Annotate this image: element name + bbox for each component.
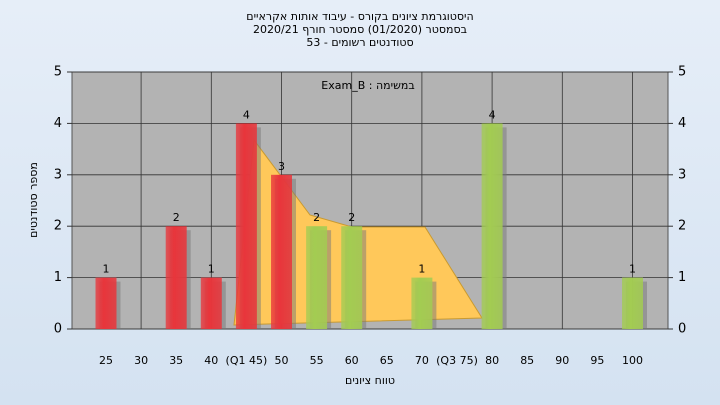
- x-tick-label: 85: [520, 354, 534, 367]
- y2-tick-label: 0: [678, 322, 686, 337]
- bar: [165, 226, 187, 329]
- annotation: במשימה : Exam_B: [321, 79, 414, 92]
- x-tick-label: 80: [485, 354, 499, 367]
- y2-tick-label: 4: [678, 116, 686, 131]
- x-tick-label: 40: [204, 354, 218, 367]
- x-tick-label: 70: [415, 354, 429, 367]
- y-tick-label: 0: [54, 322, 62, 337]
- y-tick-label: 4: [54, 116, 62, 131]
- y2-tick-label: 1: [678, 270, 686, 285]
- y-tick-label: 2: [54, 219, 62, 234]
- x-axis-label: טווח ציונים: [345, 374, 395, 387]
- value-label: 4: [243, 108, 250, 121]
- bar: [271, 174, 292, 329]
- value-label: 1: [208, 263, 215, 276]
- x-tick-label: (Q3 75): [436, 354, 478, 367]
- value-label: 2: [313, 211, 320, 224]
- bar: [622, 277, 643, 329]
- bar: [306, 226, 328, 329]
- x-tick-label: 55: [310, 354, 324, 367]
- y2-tick-label: 5: [678, 65, 686, 80]
- value-label: 3: [278, 160, 285, 173]
- x-tick-label: 65: [380, 354, 394, 367]
- y-tick-label: 5: [54, 65, 62, 80]
- y-tick-label: 3: [54, 167, 62, 182]
- value-label: 4: [489, 108, 496, 121]
- x-tick-label: 90: [555, 354, 569, 367]
- bar: [95, 277, 117, 329]
- y2-tick-label: 3: [678, 167, 686, 182]
- x-tick-label: (Q1 45): [226, 354, 268, 367]
- bar: [341, 226, 363, 329]
- value-label: 1: [629, 263, 636, 276]
- value-label: 1: [103, 263, 110, 276]
- bar: [411, 277, 433, 329]
- bar: [200, 277, 222, 329]
- bar: [481, 123, 503, 330]
- value-label: 2: [348, 211, 355, 224]
- chart-subtitle: סטודנטים רשומים - 53: [306, 36, 413, 49]
- y2-tick-label: 2: [678, 219, 686, 234]
- y-axis-label: מספר סטודנטים: [27, 162, 40, 238]
- x-tick-label: 50: [275, 354, 289, 367]
- bar: [235, 123, 257, 330]
- x-tick-label: 95: [590, 354, 604, 367]
- chart-title: היסטוגרמת ציונים בקורס - עיבוד אותות אקר…: [246, 10, 473, 23]
- x-tick-label: 60: [345, 354, 359, 367]
- value-label: 2: [173, 211, 180, 224]
- x-tick-label: 30: [134, 354, 148, 367]
- chart-subtitle: בסמסטר (01/2020) סמסטר חורף 2020/21: [253, 23, 467, 36]
- x-tick-label: 25: [99, 354, 113, 367]
- y-tick-label: 1: [54, 270, 62, 285]
- x-tick-label: 100: [622, 354, 643, 367]
- x-tick-label: 35: [169, 354, 183, 367]
- value-label: 1: [418, 263, 425, 276]
